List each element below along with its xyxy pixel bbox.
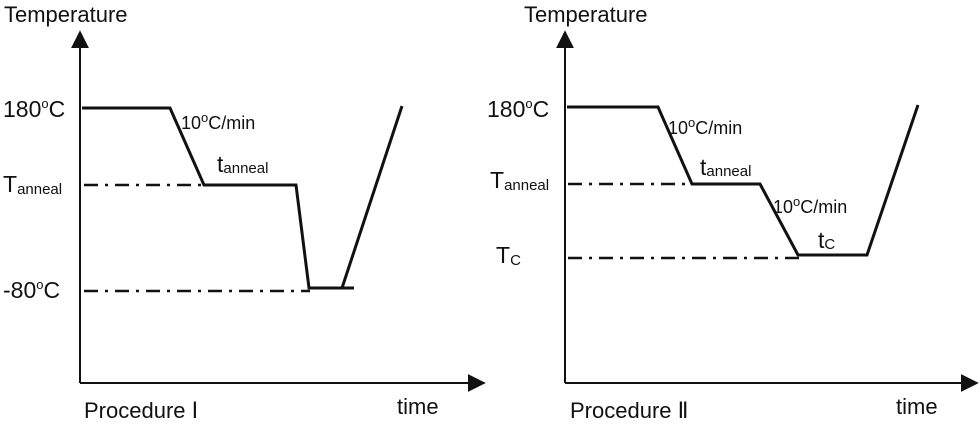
tc-time-label-2: tC xyxy=(818,227,835,253)
label-minus80c-1: -80oC xyxy=(3,277,60,303)
label-180c-2: 180oC xyxy=(487,96,549,122)
procedure-label-1: Procedure Ⅰ xyxy=(84,398,198,423)
cooling-rate-label-1: 10oC/min xyxy=(181,110,255,133)
x-axis-label-2: time xyxy=(896,394,938,419)
anneal-time-label-2: tanneal xyxy=(700,154,751,180)
y-axis-label-2: Temperature xyxy=(524,2,648,27)
label-tc-2: TC xyxy=(496,242,521,269)
procedure-2-panel: Temperature time Procedure Ⅱ 180oC Tanne… xyxy=(487,2,979,423)
cooling-rate-label-2a: 10oC/min xyxy=(668,115,742,138)
anneal-time-label-1: tanneal xyxy=(217,151,268,177)
procedure-1-panel: Temperature time Procedure Ⅰ 180oC Tanne… xyxy=(3,2,486,423)
procedure-label-2: Procedure Ⅱ xyxy=(570,398,688,423)
temperature-profile-2 xyxy=(567,104,920,257)
label-180c-1: 180oC xyxy=(3,96,65,122)
label-tanneal-1: Tanneal xyxy=(3,171,62,198)
y-axis-label-1: Temperature xyxy=(4,2,128,27)
temperature-profile-1 xyxy=(82,105,404,290)
x-axis-label-1: time xyxy=(397,394,439,419)
cooling-rate-label-2b: 10oC/min xyxy=(773,194,847,217)
label-tanneal-2: Tanneal xyxy=(490,167,549,194)
